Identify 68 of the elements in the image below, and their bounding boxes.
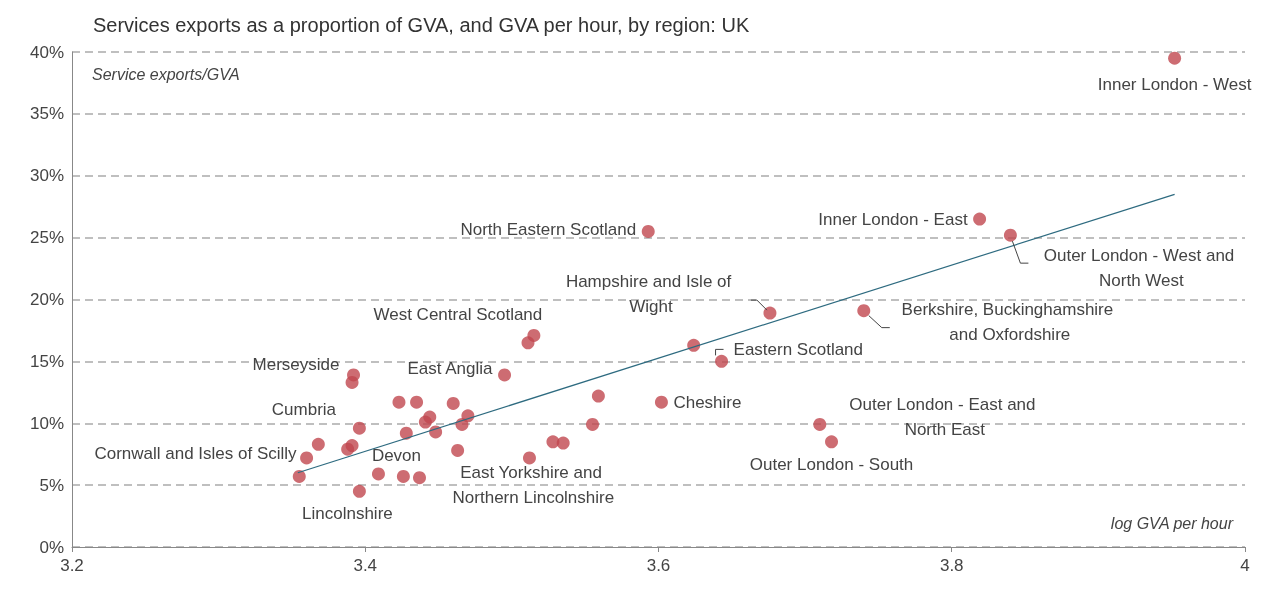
x-axis-title: log GVA per hour	[1110, 514, 1234, 532]
point	[813, 417, 827, 431]
point	[341, 442, 355, 456]
point	[311, 437, 325, 451]
annotation: East Anglia	[407, 359, 494, 379]
annotation: Devon	[371, 446, 422, 466]
point	[399, 426, 413, 440]
point	[352, 421, 366, 435]
y-tick-label: 30%	[29, 166, 64, 186]
point	[451, 443, 465, 457]
point	[345, 375, 359, 389]
point	[654, 395, 668, 409]
point	[371, 467, 385, 481]
annotation: Inner London - East	[818, 209, 968, 229]
annotation: East Yorkshire and Northern Lincolnshire	[452, 463, 615, 508]
point	[521, 336, 535, 350]
y-axis-title: Service exports/GVA	[92, 65, 240, 83]
x-tick-label: 3.6	[646, 556, 671, 575]
point	[825, 435, 839, 449]
point	[715, 354, 729, 368]
point	[300, 451, 314, 465]
y-tick-label: 5%	[39, 475, 64, 495]
point	[292, 469, 306, 483]
point	[556, 436, 570, 450]
annotation: Lincolnshire	[302, 504, 393, 524]
annotation: Berkshire, Buckinghamshire and Oxfordshire	[901, 299, 1118, 344]
point	[641, 224, 655, 238]
y-tick-label: 0%	[39, 537, 64, 557]
annotation: Cornwall and Isles of Scilly	[94, 444, 298, 464]
point	[392, 395, 406, 409]
annotation: Outer London - South	[749, 454, 914, 474]
annotation: Merseyside	[252, 355, 340, 375]
annotation: North Eastern Scotland	[460, 219, 637, 239]
point	[522, 451, 536, 465]
point	[586, 417, 600, 431]
y-tick-label: 20%	[29, 290, 64, 309]
annotation: Inner London - West	[1097, 75, 1252, 95]
point	[413, 471, 426, 485]
y-tick-label: 40%	[29, 42, 64, 62]
chart-title: Services exports as a proportion of GVA, and GVA per hour, by region: UK	[93, 14, 750, 36]
annotation: Cheshire	[673, 392, 742, 412]
point	[410, 395, 424, 409]
point	[352, 484, 366, 498]
point	[418, 415, 432, 429]
point	[763, 306, 777, 320]
x-tick-label: 3.8	[939, 556, 964, 575]
x-tick-label: 3.2	[60, 556, 84, 575]
y-tick-label: 25%	[29, 228, 64, 248]
annotation: West Central Scotland	[373, 304, 543, 324]
annotation: Outer London - West and North West	[1043, 246, 1240, 291]
annotation: Hampshire and Isle of Wight	[565, 272, 736, 317]
point	[1003, 228, 1017, 242]
point	[546, 435, 560, 449]
point	[446, 396, 460, 410]
x-tick-label: 3.4	[353, 556, 378, 575]
x-tick-label: 4	[1240, 556, 1250, 575]
point	[857, 304, 871, 318]
point	[498, 368, 512, 382]
point	[591, 389, 605, 403]
point	[973, 212, 987, 226]
annotation: Outer London - East and North East	[849, 395, 1041, 440]
point	[396, 469, 410, 483]
annotation: Eastern Scotland	[733, 339, 864, 359]
y-tick-label: 35%	[29, 104, 64, 124]
y-tick-label: 15%	[29, 351, 64, 371]
annotation: Cumbria	[271, 400, 337, 420]
point	[1168, 51, 1182, 65]
y-tick-label: 10%	[29, 413, 64, 433]
